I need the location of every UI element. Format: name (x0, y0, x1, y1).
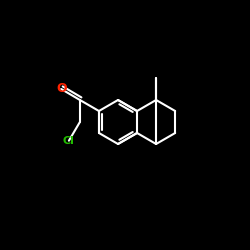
Text: Cl: Cl (63, 136, 75, 146)
Text: O: O (56, 82, 66, 96)
